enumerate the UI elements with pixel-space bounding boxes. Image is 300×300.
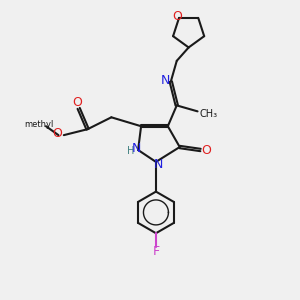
Text: O: O: [72, 96, 82, 109]
Text: O: O: [201, 143, 211, 157]
Text: N: N: [161, 74, 170, 87]
Text: O: O: [52, 127, 62, 140]
Text: CH₃: CH₃: [200, 109, 218, 119]
Text: F: F: [152, 245, 160, 258]
Text: H: H: [127, 146, 134, 157]
Text: N: N: [132, 142, 141, 155]
Text: methyl: methyl: [24, 120, 53, 129]
Text: N: N: [154, 158, 164, 171]
Text: O: O: [172, 10, 182, 23]
